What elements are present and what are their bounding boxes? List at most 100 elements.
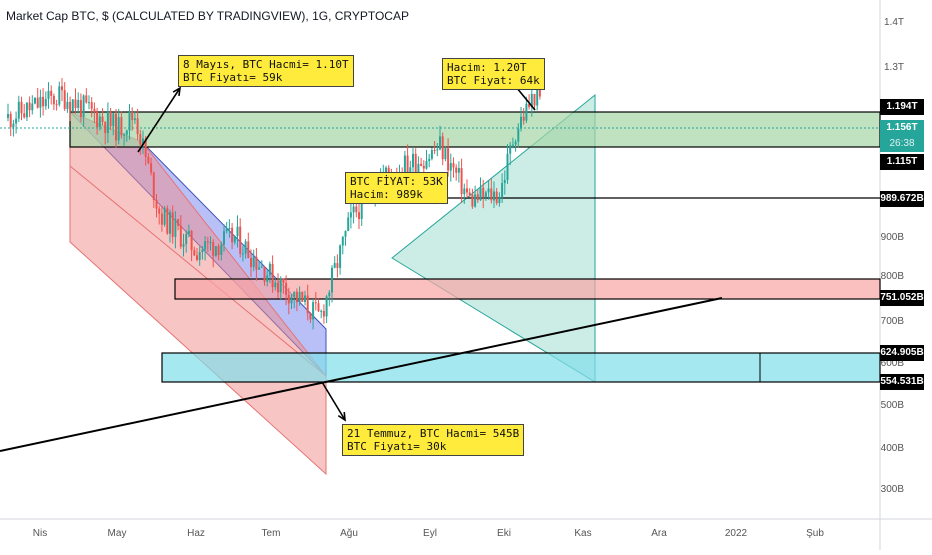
candle-body — [88, 102, 90, 104]
triangle-pattern — [391, 93, 596, 383]
candle-body — [293, 291, 296, 297]
candle-body — [460, 168, 463, 195]
annotation-peak: Hacim: 1.20T BTC Fiyat: 64k — [442, 58, 545, 90]
candle-body — [268, 263, 271, 276]
annotation-july-21: 21 Temmuz, BTC Hacmi= 545B BTC Fiyatı= 3… — [342, 424, 525, 456]
candle-body — [468, 192, 471, 196]
candle-body — [536, 79, 539, 106]
candle-body — [28, 102, 31, 111]
candle-body — [325, 296, 328, 317]
candle-body — [150, 163, 153, 173]
annotation-line: 8 Mayıs, BTC Hacmi= 1.10T — [183, 58, 349, 71]
candle-body — [44, 99, 47, 107]
x-tick: Eyl — [423, 528, 437, 539]
candle-body — [266, 275, 269, 282]
candle-body — [511, 144, 514, 146]
candle-body — [220, 244, 223, 255]
candle-body — [142, 138, 144, 145]
candle-body — [117, 117, 120, 141]
candle-body — [409, 167, 412, 173]
candle-body — [31, 103, 34, 111]
candle-body — [187, 231, 190, 234]
candle-body — [158, 208, 161, 214]
candle-body — [160, 213, 163, 225]
zone-red — [174, 278, 881, 300]
candle-body — [341, 236, 344, 246]
candle-body — [231, 227, 234, 243]
candle-body — [25, 102, 28, 118]
candle-body — [214, 246, 217, 256]
candle-body — [514, 141, 517, 145]
candle-body — [241, 253, 244, 255]
candle-body — [287, 294, 290, 304]
candle-body — [190, 231, 193, 251]
candle-body — [136, 118, 139, 135]
candle-body — [39, 96, 42, 108]
candle-body — [9, 113, 12, 128]
candle-body — [263, 266, 266, 282]
candle-body — [304, 295, 306, 302]
price-label-current: 1.156T — [880, 120, 924, 136]
candle-body — [34, 97, 36, 104]
y-tick: 500B — [880, 400, 904, 411]
candle-body — [349, 212, 352, 218]
candle-body — [204, 241, 207, 250]
chart-title: Market Cap BTC, $ (CALCULATED BY TRADING… — [6, 9, 409, 23]
candle-body — [422, 165, 425, 169]
candle-body — [312, 302, 315, 320]
candle-body — [347, 217, 350, 231]
candle-body — [433, 150, 436, 152]
candle-body — [63, 90, 66, 109]
candle-body — [228, 227, 231, 230]
candle-body — [17, 101, 20, 119]
candle-body — [42, 96, 45, 107]
candle-body — [328, 292, 331, 297]
candle-body — [50, 90, 53, 96]
annotation-may-8: 8 Mayıs, BTC Hacmi= 1.10T BTC Fiyatı= 59… — [178, 55, 354, 87]
candle-body — [144, 138, 147, 157]
candle-body — [120, 117, 123, 136]
candle-body — [506, 153, 509, 180]
candle-body — [58, 86, 61, 105]
price-label-level-2: 1.115T — [880, 154, 924, 170]
candle-body — [209, 242, 212, 244]
candle-body — [525, 103, 528, 121]
candle-body — [425, 161, 428, 169]
candle-body — [479, 187, 482, 201]
candle-body — [436, 149, 439, 151]
y-tick: 1.3T — [883, 62, 904, 73]
candle-body — [258, 267, 261, 270]
x-tick: Kas — [574, 528, 592, 539]
candle-body — [66, 101, 69, 109]
candle-body — [285, 283, 288, 295]
trend-line — [0, 297, 723, 452]
candle-body — [306, 295, 309, 314]
candle-body — [112, 113, 115, 127]
candle-body — [217, 246, 220, 255]
candle-body — [295, 291, 298, 303]
x-tick: 2022 — [724, 528, 748, 539]
candle-body — [301, 292, 304, 302]
candle-body — [69, 101, 72, 112]
candle-body — [247, 241, 250, 259]
candle-body — [169, 212, 171, 234]
candle-body — [196, 255, 198, 260]
candle-body — [352, 206, 355, 213]
candle-body — [166, 208, 169, 234]
candle-body — [309, 313, 312, 320]
candle-body — [260, 266, 263, 268]
candle-body — [476, 194, 479, 201]
x-tick: Şub — [806, 528, 824, 539]
candle-body — [225, 229, 228, 232]
candle-body — [98, 116, 101, 128]
candle-body — [106, 112, 109, 134]
candle-body — [55, 104, 58, 106]
candle-body — [522, 116, 525, 121]
candle-body — [385, 167, 387, 174]
candle-body — [20, 101, 23, 114]
candle-body — [244, 241, 247, 254]
candle-body — [282, 278, 285, 284]
candle-body — [339, 245, 342, 268]
candle-body — [182, 244, 185, 247]
candle-body — [15, 118, 18, 124]
